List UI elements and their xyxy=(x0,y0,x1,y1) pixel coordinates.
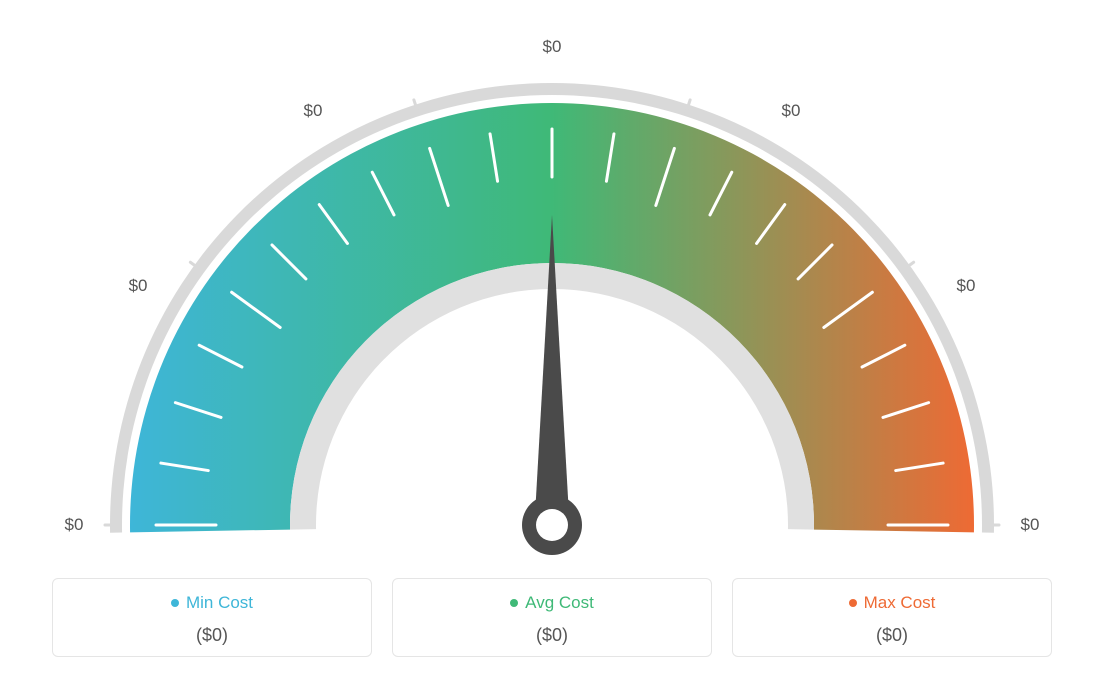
scale-label: $0 xyxy=(304,101,323,121)
legend-max-value: ($0) xyxy=(733,625,1051,646)
scale-label: $0 xyxy=(956,276,975,296)
legend-min-value: ($0) xyxy=(53,625,371,646)
legend-max-dot xyxy=(849,599,857,607)
legend-avg-value: ($0) xyxy=(393,625,711,646)
legend-card-avg: Avg Cost ($0) xyxy=(392,578,712,657)
legend-min-dot xyxy=(171,599,179,607)
gauge-chart: $0 $0 $0 $0 $0 $0 $0 xyxy=(0,0,1104,570)
scale-label: $0 xyxy=(129,276,148,296)
legend-max-title: Max Cost xyxy=(849,593,936,613)
legend-row: Min Cost ($0) Avg Cost ($0) Max Cost ($0… xyxy=(0,578,1104,657)
legend-card-min: Min Cost ($0) xyxy=(52,578,372,657)
scale-label: $0 xyxy=(782,101,801,121)
gauge-svg xyxy=(0,0,1104,570)
legend-avg-title: Avg Cost xyxy=(510,593,594,613)
legend-avg-label: Avg Cost xyxy=(525,593,594,613)
legend-min-label: Min Cost xyxy=(186,593,253,613)
legend-max-label: Max Cost xyxy=(864,593,936,613)
scale-label: $0 xyxy=(1021,515,1040,535)
scale-label: $0 xyxy=(65,515,84,535)
legend-min-title: Min Cost xyxy=(171,593,253,613)
legend-avg-dot xyxy=(510,599,518,607)
legend-card-max: Max Cost ($0) xyxy=(732,578,1052,657)
scale-label: $0 xyxy=(543,37,562,57)
